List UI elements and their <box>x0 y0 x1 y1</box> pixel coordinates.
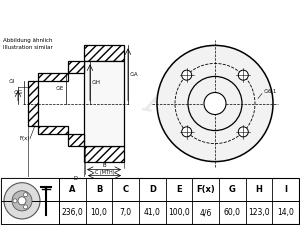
Bar <box>84 146 124 162</box>
Text: 236,0: 236,0 <box>61 208 83 217</box>
Circle shape <box>18 197 26 205</box>
Bar <box>84 45 124 61</box>
Bar <box>38 126 68 134</box>
Circle shape <box>23 205 28 209</box>
Text: F(x): F(x) <box>196 185 215 194</box>
Circle shape <box>182 127 192 137</box>
Text: D: D <box>74 176 78 181</box>
Circle shape <box>238 127 248 137</box>
Text: 41,0: 41,0 <box>144 208 161 217</box>
Text: $\varnothing$E: $\varnothing$E <box>56 84 65 92</box>
Bar <box>28 81 38 126</box>
Text: I: I <box>284 185 287 194</box>
Text: 24.0110-0152.1: 24.0110-0152.1 <box>64 8 176 21</box>
Circle shape <box>12 191 32 211</box>
Bar <box>68 134 84 146</box>
Text: B: B <box>96 185 102 194</box>
Text: 10,0: 10,0 <box>91 208 107 217</box>
Text: Abbildung ähnlich: Abbildung ähnlich <box>3 38 52 43</box>
Bar <box>38 73 68 81</box>
Text: C: C <box>123 185 129 194</box>
Bar <box>38 126 68 134</box>
Circle shape <box>157 45 273 162</box>
Text: B: B <box>102 163 106 168</box>
Text: 100,0: 100,0 <box>168 208 190 217</box>
Bar <box>84 45 124 61</box>
Text: ATE: ATE <box>142 77 248 136</box>
Circle shape <box>204 92 226 115</box>
Circle shape <box>188 76 242 130</box>
Bar <box>1 178 59 224</box>
Text: C (MTH): C (MTH) <box>95 170 114 175</box>
Bar <box>84 146 124 162</box>
Text: $\varnothing$A: $\varnothing$A <box>129 70 139 79</box>
Text: E: E <box>176 185 182 194</box>
Bar <box>84 61 124 146</box>
Text: H: H <box>256 185 262 194</box>
Text: D: D <box>149 185 156 194</box>
Bar <box>68 61 84 73</box>
Text: F(x): F(x) <box>20 136 30 141</box>
Bar <box>28 81 38 126</box>
Circle shape <box>23 193 28 197</box>
Circle shape <box>182 70 192 80</box>
Text: 14,0: 14,0 <box>277 208 294 217</box>
Text: 60,0: 60,0 <box>224 208 241 217</box>
Circle shape <box>13 199 17 203</box>
Text: Illustration similar: Illustration similar <box>3 45 53 50</box>
Text: $\varnothing$G: $\varnothing$G <box>13 88 23 97</box>
Text: $\varnothing$I: $\varnothing$I <box>8 77 16 86</box>
Circle shape <box>238 70 248 80</box>
Circle shape <box>4 183 40 219</box>
Text: 7,0: 7,0 <box>120 208 132 217</box>
Text: $\varnothing$H: $\varnothing$H <box>91 79 101 86</box>
Text: 4/6: 4/6 <box>200 208 212 217</box>
Text: G: G <box>229 185 236 194</box>
Text: 410152: 410152 <box>202 8 254 21</box>
Text: 123,0: 123,0 <box>248 208 270 217</box>
Text: A: A <box>69 185 76 194</box>
Bar <box>68 61 84 73</box>
Text: $\varnothing$6,1: $\varnothing$6,1 <box>263 88 278 95</box>
Bar <box>68 134 84 146</box>
Bar <box>38 73 68 81</box>
